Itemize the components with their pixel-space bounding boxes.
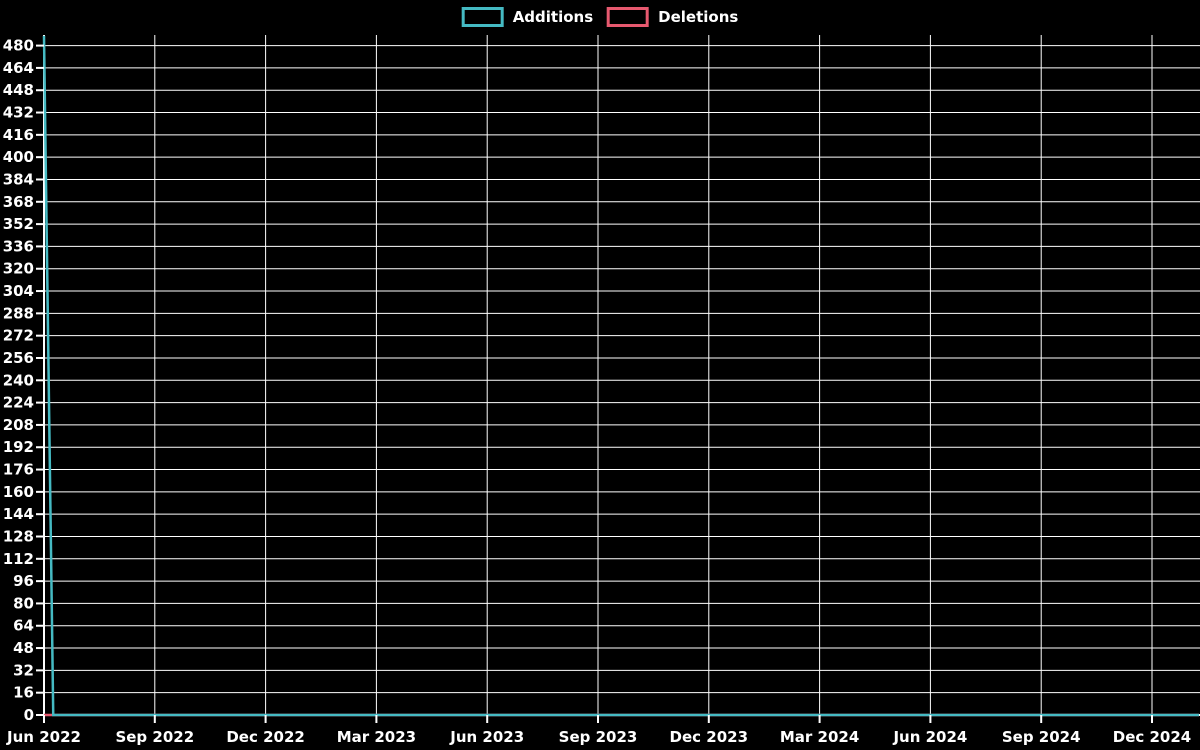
deletions-swatch xyxy=(607,7,650,27)
y-tick-label: 96 xyxy=(13,572,34,590)
x-tick-label: Dec 2022 xyxy=(226,728,305,746)
y-tick-label: 176 xyxy=(3,461,34,479)
y-tick-label: 272 xyxy=(3,327,34,345)
x-tick-label: Jun 2022 xyxy=(6,728,81,746)
y-tick-label: 464 xyxy=(3,59,34,77)
chart-legend: Additions Deletions xyxy=(461,6,738,28)
y-tick-label: 288 xyxy=(3,304,34,322)
x-tick-label: Jun 2023 xyxy=(449,728,524,746)
y-tick-label: 256 xyxy=(3,349,34,367)
x-tick-label: Sep 2022 xyxy=(115,728,194,746)
y-tick-label: 240 xyxy=(3,371,34,389)
y-tick-label: 304 xyxy=(3,282,34,300)
y-tick-label: 32 xyxy=(13,661,34,679)
x-tick-label: Dec 2023 xyxy=(670,728,749,746)
y-tick-label: 208 xyxy=(3,416,34,434)
x-tick-label: Mar 2024 xyxy=(780,728,859,746)
y-tick-label: 336 xyxy=(3,237,34,255)
y-tick-label: 48 xyxy=(13,639,34,657)
y-tick-label: 400 xyxy=(3,148,34,166)
x-tick-label: Sep 2024 xyxy=(1002,728,1081,746)
y-tick-label: 480 xyxy=(3,37,34,55)
y-tick-label: 224 xyxy=(3,394,34,412)
additions-swatch xyxy=(461,7,504,27)
y-tick-label: 416 xyxy=(3,126,34,144)
y-tick-label: 448 xyxy=(3,81,34,99)
y-tick-label: 192 xyxy=(3,438,34,456)
legend-label-additions: Additions xyxy=(512,8,594,26)
y-tick-label: 16 xyxy=(13,684,34,702)
series-line-additions xyxy=(42,35,1199,717)
y-tick-label: 144 xyxy=(3,505,34,523)
x-tick-label: Jun 2024 xyxy=(892,728,967,746)
legend-item-deletions[interactable]: Deletions xyxy=(607,6,738,28)
legend-item-additions[interactable]: Additions xyxy=(461,6,594,28)
y-tick-label: 160 xyxy=(3,483,34,501)
x-tick-label: Mar 2023 xyxy=(337,728,416,746)
y-tick-label: 0 xyxy=(24,706,34,724)
x-tick-label: Dec 2024 xyxy=(1113,728,1192,746)
y-tick-label: 80 xyxy=(13,594,34,612)
y-tick-label: 368 xyxy=(3,193,34,211)
y-tick-label: 432 xyxy=(3,104,34,122)
y-tick-label: 128 xyxy=(3,527,34,545)
y-tick-label: 112 xyxy=(3,550,34,568)
y-tick-label: 64 xyxy=(13,617,34,635)
y-tick-label: 384 xyxy=(3,170,34,188)
y-tick-label: 320 xyxy=(3,260,34,278)
x-tick-label: Sep 2023 xyxy=(559,728,638,746)
legend-label-deletions: Deletions xyxy=(658,8,739,26)
y-tick-label: 352 xyxy=(3,215,34,233)
